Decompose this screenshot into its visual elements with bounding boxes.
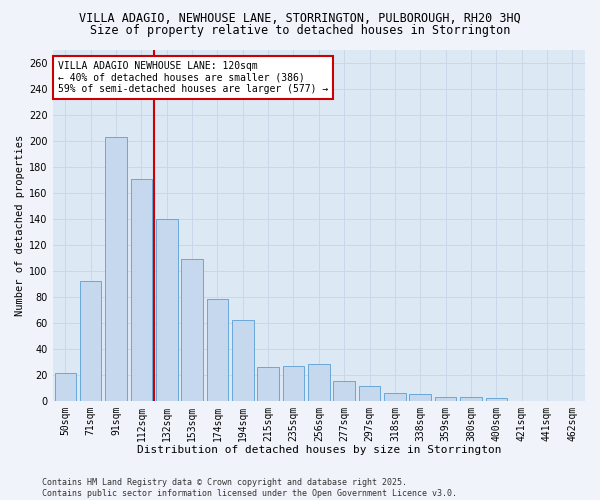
Bar (359, 386, 380, 400)
Bar (257, 367, 279, 400)
Bar (460, 397, 482, 400)
Bar (105, 137, 127, 400)
Text: Contains HM Land Registry data © Crown copyright and database right 2025.
Contai: Contains HM Land Registry data © Crown c… (42, 478, 457, 498)
X-axis label: Distribution of detached houses by size in Storrington: Distribution of detached houses by size … (137, 445, 501, 455)
Y-axis label: Number of detached properties: Number of detached properties (15, 134, 25, 316)
Bar (334, 381, 355, 400)
Bar (409, 394, 431, 400)
Bar (308, 364, 329, 400)
Bar (55, 374, 76, 400)
Bar (80, 281, 101, 400)
Bar (384, 393, 406, 400)
Text: VILLA ADAGIO, NEWHOUSE LANE, STORRINGTON, PULBOROUGH, RH20 3HQ: VILLA ADAGIO, NEWHOUSE LANE, STORRINGTON… (79, 12, 521, 26)
Bar (283, 366, 304, 400)
Bar (485, 398, 507, 400)
Bar (232, 320, 254, 400)
Text: Size of property relative to detached houses in Storrington: Size of property relative to detached ho… (90, 24, 510, 37)
Bar (156, 219, 178, 400)
Bar (181, 259, 203, 400)
Bar (206, 300, 228, 400)
Text: VILLA ADAGIO NEWHOUSE LANE: 120sqm
← 40% of detached houses are smaller (386)
59: VILLA ADAGIO NEWHOUSE LANE: 120sqm ← 40%… (58, 60, 328, 94)
Bar (435, 397, 457, 400)
Bar (131, 178, 152, 400)
